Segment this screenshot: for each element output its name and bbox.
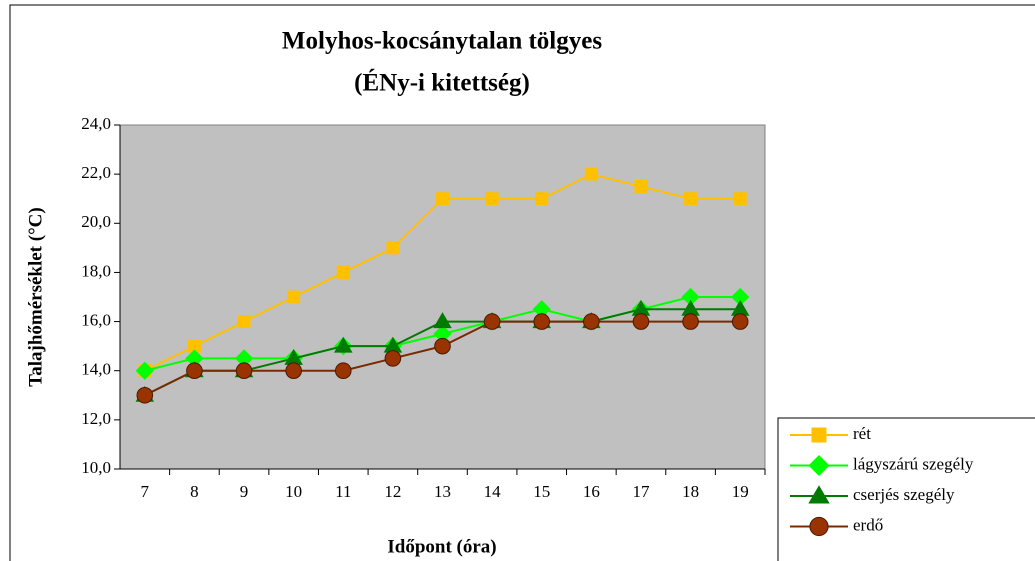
marker [731, 313, 749, 330]
y-tick-label: 18,0 [81, 261, 111, 280]
y-tick-label: 24,0 [81, 114, 111, 133]
marker [434, 337, 451, 355]
x-tick-label: 8 [190, 482, 199, 501]
legend-label: erdő [853, 515, 883, 534]
marker [733, 192, 747, 206]
chart-title: Molyhos-kocsánytalan tölgyes [282, 28, 602, 55]
y-tick-label: 12,0 [81, 409, 111, 428]
x-tick-label: 16 [583, 482, 600, 501]
x-tick-label: 19 [732, 482, 749, 501]
marker [386, 241, 400, 255]
marker [533, 313, 551, 330]
y-tick-label: 16,0 [81, 310, 111, 329]
x-tick-label: 11 [335, 482, 351, 501]
x-tick-label: 18 [682, 482, 699, 501]
marker [235, 362, 253, 380]
x-tick-label: 15 [533, 482, 550, 501]
x-tick-label: 7 [141, 482, 150, 501]
x-tick-label: 10 [285, 482, 302, 501]
legend-label: rét [853, 424, 871, 443]
marker [285, 362, 302, 380]
marker [237, 315, 251, 329]
marker [136, 386, 154, 404]
marker [384, 350, 402, 367]
marker [811, 427, 827, 443]
marker [632, 313, 650, 330]
marker [809, 516, 829, 537]
legend-label: cserjés szegély [853, 485, 955, 504]
marker [684, 192, 698, 206]
y-tick-label: 22,0 [81, 163, 111, 182]
y-axis-label: Talajhőmérséklet (°C) [25, 207, 46, 386]
y-tick-label: 14,0 [81, 360, 111, 379]
marker [287, 290, 301, 304]
chart-title: (ÉNy-i kitettség) [354, 69, 530, 97]
legend-label: lágyszárú szegély [853, 454, 974, 473]
x-axis-label: Időpont (óra) [387, 536, 496, 557]
x-tick-label: 9 [240, 482, 249, 501]
marker [535, 192, 549, 206]
marker [634, 179, 648, 193]
marker [808, 454, 830, 477]
marker [433, 312, 452, 329]
marker [135, 361, 154, 380]
y-tick-label: 20,0 [81, 212, 111, 231]
x-tick-label: 14 [484, 482, 502, 501]
marker [485, 192, 499, 206]
x-tick-label: 17 [632, 482, 650, 501]
marker [583, 313, 600, 330]
marker [584, 167, 598, 181]
marker [334, 362, 352, 380]
marker [336, 265, 350, 279]
marker [682, 313, 699, 330]
x-tick-label: 12 [384, 482, 401, 501]
y-tick-label: 10,0 [81, 458, 111, 477]
marker [808, 485, 830, 504]
x-tick-label: 13 [434, 482, 451, 501]
marker [186, 362, 203, 380]
marker [436, 192, 449, 206]
marker [333, 336, 353, 353]
marker [483, 313, 501, 330]
plot-area [119, 124, 766, 470]
